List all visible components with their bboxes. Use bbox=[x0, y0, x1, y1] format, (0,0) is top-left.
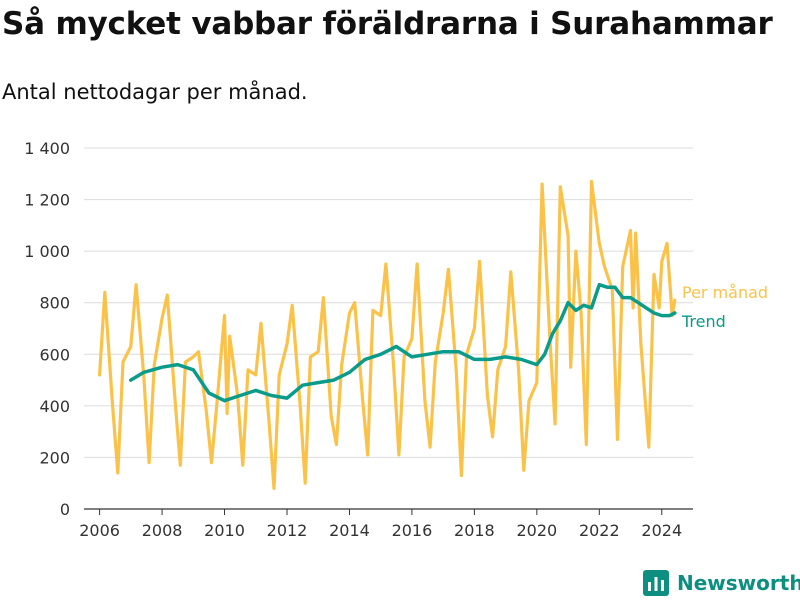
chart-subtitle: Antal nettodagar per månad. bbox=[2, 80, 308, 104]
x-tick-label: 2024 bbox=[641, 521, 682, 540]
y-tick-label: 600 bbox=[39, 345, 70, 364]
newsworthy-logo: Newsworthy bbox=[643, 568, 800, 598]
x-tick-label: 2016 bbox=[392, 521, 433, 540]
y-tick-label: 800 bbox=[39, 294, 70, 313]
x-tick-label: 2008 bbox=[142, 521, 183, 540]
series-labels: Per månad Trend bbox=[681, 283, 768, 331]
series-label-per-manad: Per månad bbox=[682, 283, 768, 302]
x-tick-label: 2006 bbox=[79, 521, 120, 540]
line-chart: 0 200 400 600 800 1 000 1 200 1 400 2006 2008 201… bbox=[24, 139, 768, 540]
x-tick-label: 2020 bbox=[516, 521, 557, 540]
x-tick-label: 2018 bbox=[454, 521, 495, 540]
y-tick-label: 1 000 bbox=[24, 242, 70, 261]
chart-title: Så mycket vabbar föräldrarna i Surahamma… bbox=[2, 6, 773, 42]
series-line-per-manad bbox=[98, 179, 677, 490]
grid-lines bbox=[84, 147, 693, 510]
bar-chart-logo-icon bbox=[643, 570, 669, 596]
x-tick-label: 2014 bbox=[329, 521, 370, 540]
series-line-trend bbox=[129, 282, 677, 403]
y-tick-label: 0 bbox=[60, 500, 70, 519]
y-axis-ticks: 0 200 400 600 800 1 000 1 200 1 400 bbox=[24, 139, 70, 519]
x-tick-label: 2010 bbox=[204, 521, 245, 540]
y-tick-label: 1 200 bbox=[24, 191, 70, 210]
x-tick-label: 2022 bbox=[579, 521, 620, 540]
x-axis-ticks: 2006 2008 2010 2012 2014 2016 2018 2020 2022 2024 bbox=[79, 509, 682, 540]
series-lines bbox=[98, 179, 677, 490]
y-tick-label: 1 400 bbox=[24, 139, 70, 158]
brand-name: Newsworthy bbox=[677, 571, 800, 595]
y-tick-label: 400 bbox=[39, 397, 70, 416]
x-tick-label: 2012 bbox=[267, 521, 308, 540]
series-label-trend: Trend bbox=[681, 312, 726, 331]
y-tick-label: 200 bbox=[39, 448, 70, 467]
